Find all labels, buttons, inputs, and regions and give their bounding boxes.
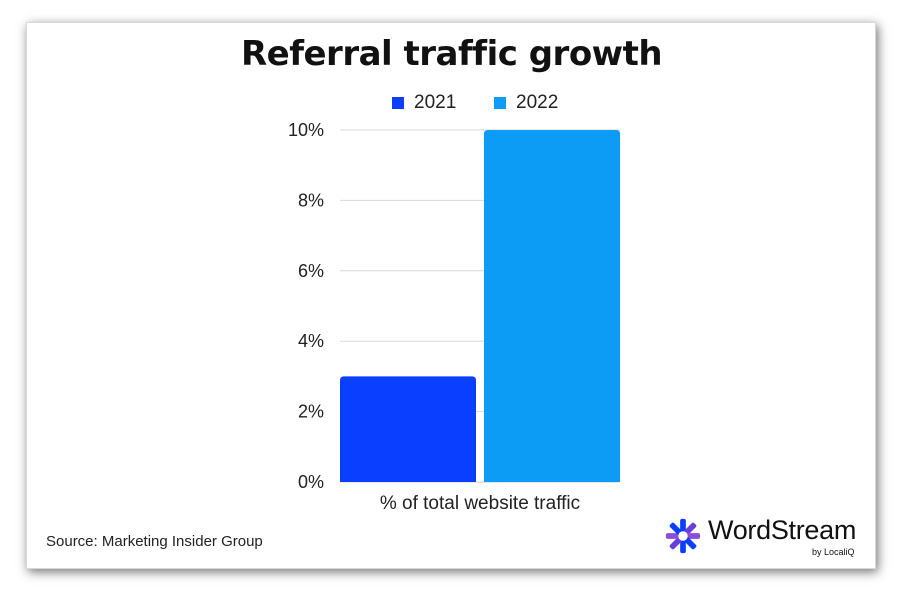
logo-tagline: by LocaliQ <box>812 547 855 557</box>
y-tick-label: 0% <box>298 472 324 492</box>
legend-label-2021: 2021 <box>414 92 457 113</box>
wordstream-logo: WordStream by LocaliQ <box>664 515 864 557</box>
bar-2022 <box>484 130 620 482</box>
legend-label-2022: 2022 <box>516 92 559 113</box>
legend-item-2021: 2021 <box>392 92 456 114</box>
legend-swatch-2021 <box>392 97 404 109</box>
y-tick-label: 4% <box>298 331 324 351</box>
legend-item-2022: 2022 <box>494 92 558 114</box>
y-tick-label: 6% <box>298 261 324 281</box>
y-tick-label: 10% <box>288 120 324 140</box>
x-category-label: % of total website traffic <box>380 493 580 514</box>
wordstream-star-icon <box>665 518 701 554</box>
y-tick-label: 2% <box>298 402 324 422</box>
bar-2021 <box>340 376 476 482</box>
y-tick-label: 8% <box>298 190 324 210</box>
logo-wordmark: WordStream <box>708 515 857 545</box>
logo-star-center <box>678 531 688 541</box>
chart-legend: 2021 2022 <box>0 92 903 116</box>
chart-title: Referral traffic growth <box>240 34 663 74</box>
source-note: Source: Marketing Insider Group <box>46 533 263 550</box>
legend-swatch-2022 <box>494 97 506 109</box>
